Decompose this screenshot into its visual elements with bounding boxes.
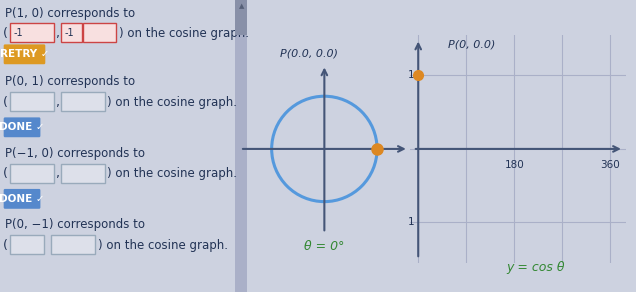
Text: P(0.0, 0.0): P(0.0, 0.0)	[280, 48, 338, 58]
Text: ) on the cosine graph.: ) on the cosine graph.	[107, 96, 237, 109]
Text: RETRY ✓: RETRY ✓	[0, 49, 49, 59]
Text: (: (	[3, 27, 8, 40]
Text: P(−1, 0) corresponds to: P(−1, 0) corresponds to	[5, 147, 145, 160]
FancyBboxPatch shape	[10, 164, 54, 182]
FancyBboxPatch shape	[235, 0, 247, 292]
Text: P(0, −1) corresponds to: P(0, −1) corresponds to	[5, 218, 145, 231]
Text: P(1, 0) corresponds to: P(1, 0) corresponds to	[5, 7, 135, 20]
FancyBboxPatch shape	[4, 117, 41, 137]
Text: (: (	[3, 96, 8, 109]
FancyBboxPatch shape	[61, 92, 106, 111]
FancyBboxPatch shape	[52, 235, 95, 254]
FancyBboxPatch shape	[61, 164, 106, 182]
FancyBboxPatch shape	[10, 23, 54, 42]
Text: (: (	[3, 167, 8, 180]
FancyBboxPatch shape	[235, 0, 247, 35]
Text: ,: ,	[56, 167, 60, 180]
Text: ,: ,	[56, 27, 60, 40]
FancyBboxPatch shape	[4, 44, 45, 64]
Text: θ = 0°: θ = 0°	[304, 239, 345, 253]
Text: ) on the cosine graph.: ) on the cosine graph.	[98, 239, 228, 252]
Text: (: (	[3, 239, 8, 252]
FancyBboxPatch shape	[10, 92, 54, 111]
Text: 1: 1	[407, 217, 414, 227]
Text: P(0, 1) corresponds to: P(0, 1) corresponds to	[5, 75, 135, 88]
Text: -1: -1	[13, 28, 23, 38]
Text: ) on the cosine graph.: ) on the cosine graph.	[119, 27, 249, 40]
Text: 360: 360	[600, 160, 620, 170]
Text: 180: 180	[504, 160, 524, 170]
Text: ▲: ▲	[238, 3, 244, 9]
Text: DONE ✓: DONE ✓	[0, 194, 45, 204]
FancyBboxPatch shape	[4, 189, 41, 209]
FancyBboxPatch shape	[61, 23, 82, 42]
Text: y = cos θ: y = cos θ	[506, 260, 565, 274]
Text: ,: ,	[56, 96, 60, 109]
FancyBboxPatch shape	[83, 23, 116, 42]
Text: P(0, 0.0): P(0, 0.0)	[448, 40, 495, 50]
Text: -1: -1	[65, 28, 74, 38]
FancyBboxPatch shape	[10, 235, 44, 254]
Text: DONE ✓: DONE ✓	[0, 122, 45, 132]
Text: 1: 1	[407, 70, 414, 81]
Text: ) on the cosine graph.: ) on the cosine graph.	[107, 167, 237, 180]
